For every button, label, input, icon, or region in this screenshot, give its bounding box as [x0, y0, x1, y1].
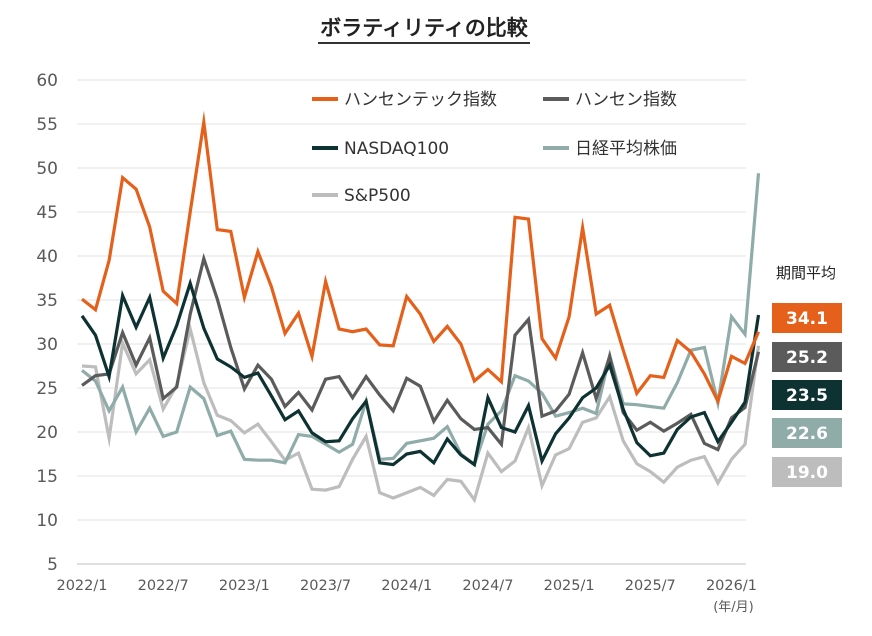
y-tick-label: 20 — [36, 423, 58, 443]
x-tick-label: 2024/1 — [381, 578, 432, 594]
legend-label: ハンセンテック指数 — [344, 90, 497, 110]
average-value: 34.1 — [786, 309, 828, 329]
average-value: 19.0 — [786, 463, 828, 483]
series-line-1 — [81, 110, 760, 406]
x-tick-label: 2022/7 — [138, 578, 189, 594]
y-tick-label: 15 — [36, 467, 58, 487]
y-tick-label: 55 — [36, 115, 58, 135]
x-tick-label: 2025/1 — [544, 578, 595, 594]
legend-label: S&P500 — [344, 186, 411, 206]
averages-title: 期間平均 — [776, 264, 836, 282]
legend-label: ハンセン指数 — [575, 90, 677, 110]
average-value: 23.5 — [786, 386, 828, 406]
x-tick-label: 2026/1 — [706, 578, 757, 594]
average-value: 25.2 — [786, 348, 828, 368]
x-tick-label: 2023/7 — [300, 578, 351, 594]
x-tick-label: 2023/1 — [219, 578, 270, 594]
x-tick-label: 2025/7 — [625, 578, 676, 594]
legend-label: NASDAQ100 — [344, 139, 449, 159]
x-axis-unit-label: (年/月) — [713, 600, 754, 615]
legend-label: 日経平均株価 — [575, 139, 677, 159]
y-tick-label: 5 — [47, 555, 58, 575]
average-box — [772, 303, 842, 333]
average-box — [772, 418, 842, 448]
y-tick-label: 35 — [36, 291, 58, 311]
series-line-2 — [81, 252, 761, 452]
series-line-4 — [81, 173, 761, 468]
series-line-3 — [80, 277, 761, 468]
chart-title: ボラティリティの比較 — [0, 12, 848, 44]
y-tick-label: 60 — [36, 71, 58, 91]
y-tick-label: 40 — [36, 247, 58, 267]
y-tick-label: 45 — [36, 203, 58, 223]
x-tick-label: 2022/1 — [56, 578, 107, 594]
average-box — [772, 342, 842, 372]
average-value: 22.6 — [786, 424, 828, 444]
series-line-5 — [81, 322, 761, 504]
y-tick-label: 25 — [36, 379, 58, 399]
y-tick-label: 30 — [36, 335, 58, 355]
average-box — [772, 457, 842, 487]
average-box — [772, 380, 842, 410]
y-tick-label: 10 — [36, 511, 58, 531]
x-tick-label: 2024/7 — [462, 578, 513, 594]
y-tick-label: 50 — [36, 159, 58, 179]
